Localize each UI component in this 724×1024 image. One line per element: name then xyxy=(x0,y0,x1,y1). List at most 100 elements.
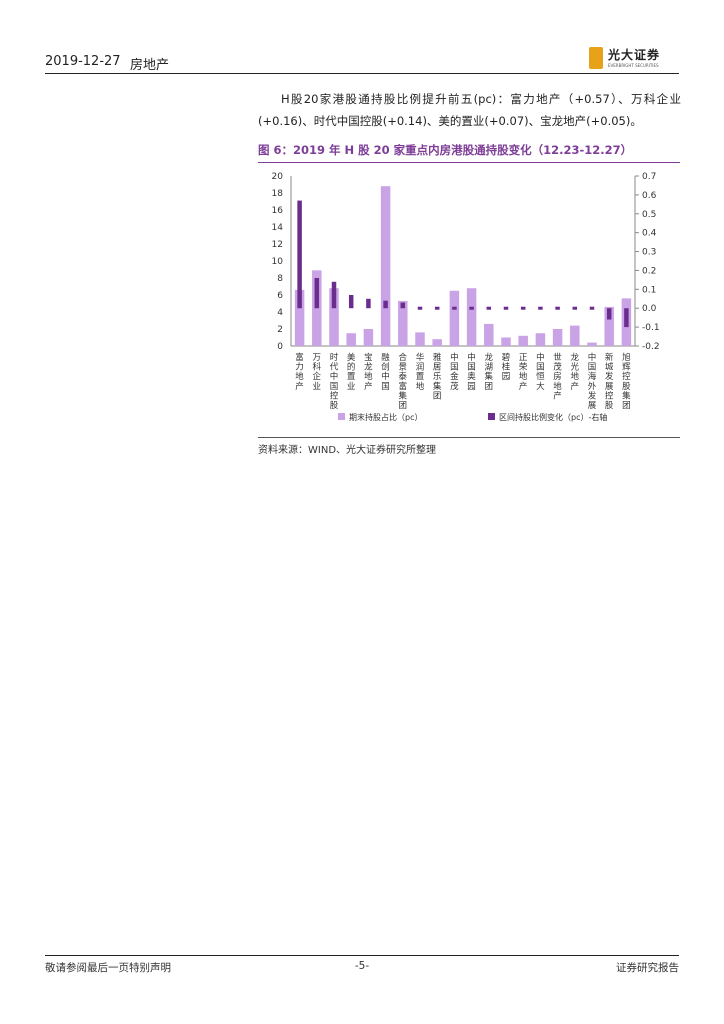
holding-bar xyxy=(346,333,356,346)
category-label: 融创中国 xyxy=(381,352,390,392)
figure-title-divider xyxy=(258,162,680,163)
left-tick-label: 12 xyxy=(272,240,283,250)
change-bar xyxy=(434,306,440,310)
left-tick-label: 16 xyxy=(272,206,284,216)
right-tick-label: 0.1 xyxy=(642,285,656,295)
holding-bar xyxy=(501,337,511,346)
holding-bar xyxy=(415,332,425,346)
holding-bar xyxy=(535,333,546,346)
category-label: 中国金茂 xyxy=(450,352,459,392)
left-tick-label: 8 xyxy=(277,274,283,284)
left-tick-label: 10 xyxy=(272,257,284,267)
legend-change-swatch xyxy=(488,413,495,420)
holding-bar xyxy=(329,288,339,346)
holding-bar xyxy=(380,186,391,346)
right-tick-label: 0.6 xyxy=(642,191,657,201)
holding-bar xyxy=(587,342,597,346)
change-bar xyxy=(383,300,388,309)
legend-change-label: 区间持股比例变化（pc）-右轴 xyxy=(499,412,607,422)
footer-divider xyxy=(45,955,679,956)
right-tick-label: 0.2 xyxy=(642,266,656,276)
footer-disclaimer: 敬请参阅最后一页特别声明 xyxy=(45,962,171,974)
holding-bar xyxy=(518,335,528,346)
category-label: 万科企业 xyxy=(313,353,322,392)
report-sector: 房地产 xyxy=(130,58,170,73)
holding-bar xyxy=(432,339,442,346)
change-bar xyxy=(469,306,474,310)
source-divider xyxy=(258,437,680,438)
left-tick-label: 20 xyxy=(272,172,284,182)
right-tick-label: 0.4 xyxy=(642,229,657,239)
category-label: 世茂房地产 xyxy=(553,352,562,401)
change-bar xyxy=(572,306,578,310)
change-bar xyxy=(314,278,320,309)
change-bar xyxy=(503,306,509,310)
footer-report-type: 证券研究报告 xyxy=(616,962,679,974)
holding-bar xyxy=(552,329,563,346)
change-bar xyxy=(589,306,595,310)
logo-subtitle: EVERBRIGHT SECURITIES xyxy=(608,63,659,68)
category-label: 富力地产 xyxy=(295,352,304,392)
category-label: 雅居乐集团 xyxy=(433,352,442,401)
right-tick-label: 0.3 xyxy=(642,248,656,258)
summary-paragraph: H股20家港股通持股比例提升前五(pc)：富力地产（+0.57）、万科企业(+0… xyxy=(258,92,681,128)
legend-holding-swatch xyxy=(338,413,345,420)
change-bar xyxy=(624,308,629,328)
category-label: 美的置业 xyxy=(347,352,356,392)
change-bar xyxy=(538,306,543,310)
left-tick-label: 4 xyxy=(277,308,283,318)
holding-bar xyxy=(294,289,305,346)
change-bar xyxy=(486,306,492,310)
left-tick-label: 18 xyxy=(272,189,284,199)
left-tick-label: 14 xyxy=(272,223,284,233)
holding-bar xyxy=(484,323,494,346)
left-tick-label: 6 xyxy=(277,291,283,301)
figure-title: 图 6：2019 年 H 股 20 家重点内房港股通持股变化（12.23-12.… xyxy=(258,143,633,157)
holding-bar xyxy=(570,325,580,346)
left-tick-label: 2 xyxy=(277,325,283,335)
logo-name: 光大证券 xyxy=(608,48,661,62)
right-tick-label: 0.7 xyxy=(642,172,656,182)
change-bar xyxy=(348,295,354,309)
category-label: 旭辉控股集团 xyxy=(622,352,631,411)
holding-change-chart: 0 2 4 6 8 10 12 14 16 18 20 0.7 0.6 0.5 0.4 0.3 0.2 0.1 0.… xyxy=(272,172,660,422)
category-label: 正荣地产 xyxy=(519,353,528,392)
category-label: 合景泰富集团 xyxy=(399,352,408,411)
report-date: 2019-12-27 xyxy=(45,54,121,69)
holding-bar xyxy=(398,300,408,346)
category-label: 华润置地 xyxy=(416,352,425,392)
header-divider xyxy=(45,73,679,74)
category-label: 龙湖集团 xyxy=(485,352,494,392)
right-tick-label: -0.2 xyxy=(642,342,660,352)
page-header: 2019-12-27 房地产 光大证券 EVERBRIGHT SECURITIE… xyxy=(45,47,679,74)
logo-mark-icon xyxy=(589,47,603,69)
change-bar xyxy=(417,306,423,310)
category-label: 时代中国控股 xyxy=(330,352,339,411)
category-label: 宝龙地产 xyxy=(364,352,373,392)
change-bar xyxy=(555,306,560,310)
holding-bar xyxy=(449,290,460,346)
right-tick-label: -0.1 xyxy=(642,323,660,333)
right-tick-label: 0.0 xyxy=(642,304,657,314)
holding-bar xyxy=(363,329,374,346)
category-label: 中国奥园 xyxy=(467,352,476,392)
change-bar xyxy=(297,200,302,309)
right-tick-label: 0.5 xyxy=(642,210,656,220)
category-label: 中国海外发展 xyxy=(588,352,597,411)
category-label: 新城发展控股 xyxy=(605,352,614,411)
change-bar xyxy=(331,281,337,309)
holding-bar xyxy=(604,306,614,346)
left-tick-label: 0 xyxy=(277,342,283,352)
change-bar xyxy=(606,308,612,320)
change-bar xyxy=(452,306,457,310)
page-number: -5- xyxy=(354,960,370,972)
company-logo: 光大证券 EVERBRIGHT SECURITIES xyxy=(589,46,679,74)
change-bar xyxy=(520,306,526,310)
figure-source: 资料来源：WIND、光大证券研究所整理 xyxy=(258,445,437,456)
category-label: 碧桂园 xyxy=(502,352,511,382)
holding-bar xyxy=(466,288,477,346)
category-label: 龙光地产 xyxy=(571,352,580,392)
change-bar xyxy=(366,298,371,309)
legend-holding-label: 期末持股占比（pc） xyxy=(349,412,422,422)
category-label: 中国恒大 xyxy=(536,352,545,392)
